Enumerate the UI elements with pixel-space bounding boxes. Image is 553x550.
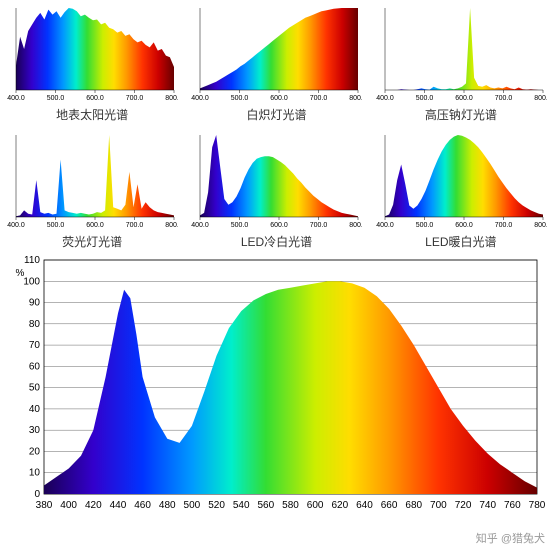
chart-led_warm: 400.0 500.0 600.0 700.0 800.0 LED暖白光谱	[373, 131, 549, 250]
svg-text:700: 700	[430, 500, 447, 511]
svg-text:600.0: 600.0	[271, 95, 289, 102]
svg-text:700.0: 700.0	[495, 95, 513, 102]
svg-text:600.0: 600.0	[455, 222, 473, 229]
svg-text:400.0: 400.0	[7, 222, 25, 229]
chart-sun: 400.0 500.0 600.0 700.0 800.0 地表太阳光谱	[4, 4, 180, 123]
svg-text:500.0: 500.0	[231, 222, 249, 229]
svg-text:380: 380	[36, 500, 53, 511]
svg-text:70: 70	[29, 340, 41, 351]
svg-text:400.0: 400.0	[192, 222, 210, 229]
svg-text:100: 100	[23, 276, 40, 287]
big-chart-wrap: 0 10 20 30 40 50 60 70 80 90 100 110 380 400 420 440 46…	[0, 250, 553, 514]
svg-text:30: 30	[29, 425, 41, 436]
svg-text:460: 460	[134, 500, 151, 511]
small-multiples-grid: 400.0 500.0 600.0 700.0 800.0 地表太阳光谱 400.0 50…	[0, 0, 553, 250]
svg-text:600.0: 600.0	[86, 95, 104, 102]
svg-text:800.0: 800.0	[534, 95, 547, 102]
svg-text:10: 10	[29, 468, 41, 479]
watermark: 知乎 @猎兔犬	[476, 530, 545, 546]
svg-text:580: 580	[282, 500, 299, 511]
svg-text:700.0: 700.0	[126, 95, 144, 102]
svg-text:400: 400	[60, 500, 77, 511]
chart-sodium: 400.0 500.0 600.0 700.0 800.0 高压钠灯光谱	[373, 4, 549, 123]
chart-led_warm-plot: 400.0 500.0 600.0 700.0 800.0	[375, 131, 547, 231]
svg-text:800.0: 800.0	[534, 222, 547, 229]
svg-text:600: 600	[307, 500, 324, 511]
svg-text:800.0: 800.0	[165, 95, 178, 102]
svg-text:90: 90	[29, 298, 41, 309]
chart-incandescent-label: 白炽灯光谱	[246, 106, 306, 123]
chart-sodium-plot: 400.0 500.0 600.0 700.0 800.0	[375, 4, 547, 104]
svg-text:60: 60	[29, 361, 41, 372]
svg-text:400.0: 400.0	[192, 95, 210, 102]
svg-text:700.0: 700.0	[310, 222, 328, 229]
svg-text:110: 110	[24, 255, 40, 266]
svg-text:600.0: 600.0	[271, 222, 289, 229]
svg-text:480: 480	[159, 500, 176, 511]
svg-text:640: 640	[356, 500, 373, 511]
svg-text:500.0: 500.0	[416, 95, 434, 102]
svg-text:800.0: 800.0	[165, 222, 178, 229]
svg-text:400.0: 400.0	[376, 95, 394, 102]
svg-text:500.0: 500.0	[47, 222, 65, 229]
svg-text:700.0: 700.0	[310, 95, 328, 102]
svg-text:700.0: 700.0	[126, 222, 144, 229]
svg-text:400.0: 400.0	[376, 222, 394, 229]
svg-text:680: 680	[405, 500, 422, 511]
chart-sun-label: 地表太阳光谱	[56, 106, 128, 123]
svg-text:700.0: 700.0	[495, 222, 513, 229]
chart-led_warm-label: LED暖白光谱	[425, 233, 496, 250]
svg-text:20: 20	[29, 446, 41, 457]
svg-text:80: 80	[29, 319, 41, 330]
svg-text:600.0: 600.0	[455, 95, 473, 102]
svg-text:50: 50	[29, 383, 41, 394]
chart-fluorescent-plot: 400.0 500.0 600.0 700.0 800.0	[6, 131, 178, 231]
svg-text:600.0: 600.0	[86, 222, 104, 229]
chart-incandescent: 400.0 500.0 600.0 700.0 800.0 白炽灯光谱	[188, 4, 364, 123]
chart-fluorescent-label: 荧光灯光谱	[62, 233, 122, 250]
svg-text:500.0: 500.0	[231, 95, 249, 102]
svg-text:560: 560	[258, 500, 275, 511]
svg-text:%: %	[16, 268, 25, 279]
svg-text:400.0: 400.0	[7, 95, 25, 102]
svg-text:500.0: 500.0	[47, 95, 65, 102]
svg-text:40: 40	[29, 404, 41, 415]
chart-led_cool: 400.0 500.0 600.0 700.0 800.0 LED冷白光谱	[188, 131, 364, 250]
svg-text:620: 620	[331, 500, 348, 511]
svg-text:520: 520	[208, 500, 225, 511]
svg-text:500: 500	[184, 500, 201, 511]
svg-text:660: 660	[381, 500, 398, 511]
chart-led_cool-label: LED冷白光谱	[241, 233, 312, 250]
svg-text:760: 760	[504, 500, 521, 511]
svg-text:500.0: 500.0	[416, 222, 434, 229]
svg-text:780: 780	[529, 500, 545, 511]
svg-text:800.0: 800.0	[350, 222, 363, 229]
svg-text:720: 720	[455, 500, 472, 511]
svg-text:420: 420	[85, 500, 102, 511]
chart-led_cool-plot: 400.0 500.0 600.0 700.0 800.0	[190, 131, 362, 231]
svg-text:740: 740	[479, 500, 496, 511]
big-spectrum-chart: 0 10 20 30 40 50 60 70 80 90 100 110 380 400 420 440 46…	[8, 254, 545, 514]
chart-sun-plot: 400.0 500.0 600.0 700.0 800.0	[6, 4, 178, 104]
svg-text:800.0: 800.0	[350, 95, 363, 102]
svg-text:440: 440	[110, 500, 127, 511]
chart-sodium-label: 高压钠灯光谱	[425, 106, 497, 123]
svg-text:0: 0	[34, 489, 40, 500]
svg-text:540: 540	[233, 500, 250, 511]
chart-fluorescent: 400.0 500.0 600.0 700.0 800.0 荧光灯光谱	[4, 131, 180, 250]
chart-incandescent-plot: 400.0 500.0 600.0 700.0 800.0	[190, 4, 362, 104]
